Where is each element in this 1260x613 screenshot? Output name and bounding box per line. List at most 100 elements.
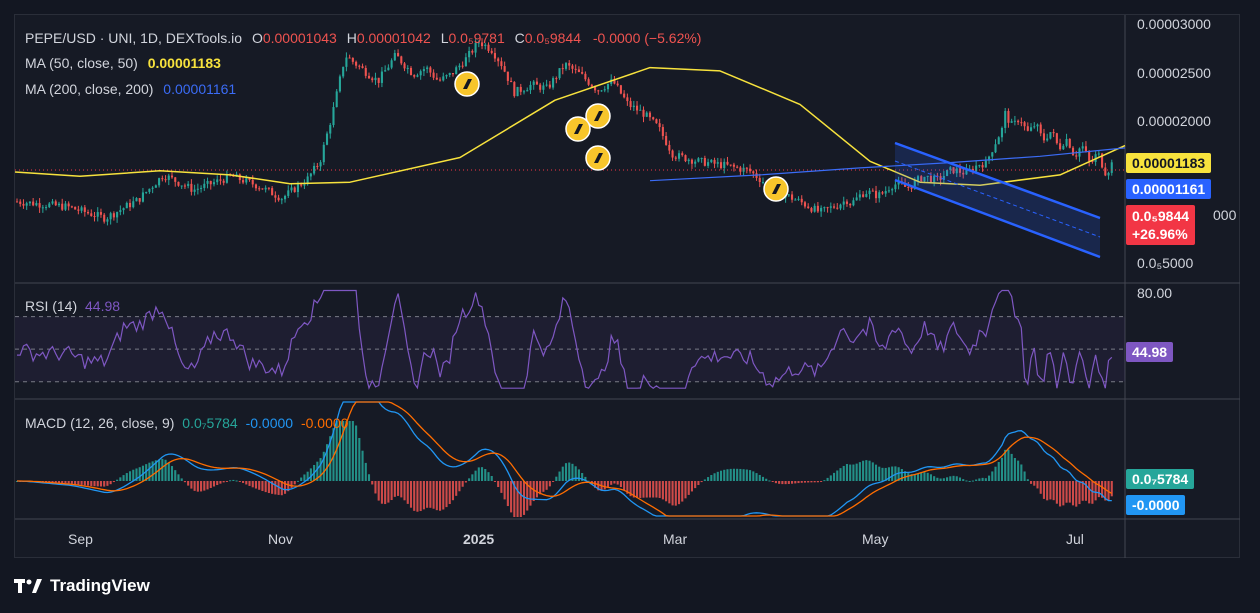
macd-legend: MACD (12, 26, close, 9) 0.0₇5784 -0.0000… <box>25 415 348 431</box>
candle-body <box>613 79 616 84</box>
candle-body <box>384 70 387 72</box>
candle-body <box>477 42 480 44</box>
macd-hist-bar <box>151 461 154 481</box>
candle-body <box>677 153 681 159</box>
candle-body <box>694 161 697 164</box>
candle-body <box>429 67 432 73</box>
candle-body <box>177 181 180 186</box>
macd-hist-bar <box>561 466 564 481</box>
candle-body <box>1039 124 1042 134</box>
macd-hist-bar <box>962 479 965 481</box>
macd-hist-bar <box>610 481 613 485</box>
candle-body <box>57 203 61 206</box>
candle-body <box>584 73 587 80</box>
macd-hist-bar <box>112 481 115 483</box>
candle-body <box>67 203 70 207</box>
macd-hist-bar <box>794 481 797 484</box>
candle-body <box>1107 172 1110 176</box>
macd-hist-bar <box>216 481 219 486</box>
candle-body <box>729 164 732 166</box>
macd-hist-bar <box>519 481 522 517</box>
candle-body <box>516 86 519 97</box>
candle-body <box>603 89 606 91</box>
macd-hist-bar <box>119 477 122 481</box>
candle-body <box>1101 153 1104 168</box>
candle-body <box>54 201 57 206</box>
macd-hist-bar <box>422 481 425 510</box>
candle-body <box>426 67 429 70</box>
macd-hist-bar <box>965 480 968 482</box>
macd-hist-bar <box>74 481 77 485</box>
candle-body <box>193 189 196 192</box>
candle-body <box>907 186 910 188</box>
candle-body <box>451 73 455 75</box>
candle-body <box>939 176 942 180</box>
channel-upper-line <box>894 141 1101 220</box>
macd-hist-bar <box>413 481 416 511</box>
macd-hist-bar <box>852 464 855 481</box>
candle-body <box>445 75 448 77</box>
macd-line-badge: -0.0000 <box>1126 495 1186 515</box>
macd-hist-bar <box>61 481 64 484</box>
macd-hist-bar <box>710 475 713 481</box>
time-tick: Jul <box>1066 531 1084 547</box>
candle-body <box>374 77 377 81</box>
macd-hist-bar <box>661 481 664 500</box>
macd-hist-bar <box>493 481 497 482</box>
candle-body <box>1029 127 1033 131</box>
macd-hist-bar <box>222 481 225 483</box>
candle-body <box>626 97 629 102</box>
candle-body <box>707 162 710 166</box>
macd-hist-bar <box>910 474 913 481</box>
candle-body <box>1059 143 1062 150</box>
candle-body <box>403 63 406 69</box>
macd-hist-bar <box>283 481 287 494</box>
candle-body <box>170 175 174 178</box>
candle-body <box>635 105 639 111</box>
macd-hist-bar <box>348 421 351 481</box>
macd-hist-bar <box>832 472 836 481</box>
macd-hist-bar <box>316 461 319 481</box>
macd-hist-bar <box>1046 481 1049 501</box>
macd-hist-bar <box>358 438 361 481</box>
candle-body <box>891 189 894 191</box>
macd-hist-bar <box>393 481 396 497</box>
macd-hist-bar <box>251 481 254 488</box>
macd-hist-bar <box>813 481 816 483</box>
candle-body <box>490 50 493 54</box>
macd-hist-bar <box>745 469 748 481</box>
time-tick: Sep <box>68 531 93 547</box>
macd-hist-bar <box>80 481 83 485</box>
macd-hist-bar <box>849 464 852 481</box>
macd-hist-bar <box>981 477 984 481</box>
price-tick: 0.00002500 <box>1137 65 1211 81</box>
macd-hist-bar <box>148 462 151 481</box>
macd-hist-bar <box>355 425 358 481</box>
candle-body <box>338 76 341 92</box>
candle-body <box>442 76 445 81</box>
candle-body <box>35 203 38 206</box>
macd-hist-bar <box>736 468 739 481</box>
last-price-value: 0.0₅9844 <box>1132 208 1190 224</box>
macd-hist-bar <box>681 481 684 502</box>
candle-body <box>958 168 962 173</box>
macd-hist-bar <box>623 481 626 491</box>
candle-body <box>949 167 952 170</box>
candle-body <box>300 184 303 186</box>
macd-hist-bar <box>529 481 532 506</box>
macd-hist-bar <box>564 463 568 481</box>
macd-hist-bar <box>1004 449 1007 481</box>
candle-body <box>1062 145 1065 150</box>
tradingview-brand[interactable]: TradingView <box>14 576 150 596</box>
macd-hist-bar <box>212 481 216 487</box>
candle-body <box>497 58 500 62</box>
candle-body <box>393 53 396 61</box>
macd-hist-bar <box>904 471 907 481</box>
ma50-price-badge: 0.00001183 <box>1126 153 1212 173</box>
macd-hist-bar <box>787 481 790 484</box>
macd-hist-bar <box>900 469 903 481</box>
candle-body <box>264 187 267 190</box>
candle-body <box>1033 126 1036 128</box>
candle-body <box>1104 167 1107 176</box>
